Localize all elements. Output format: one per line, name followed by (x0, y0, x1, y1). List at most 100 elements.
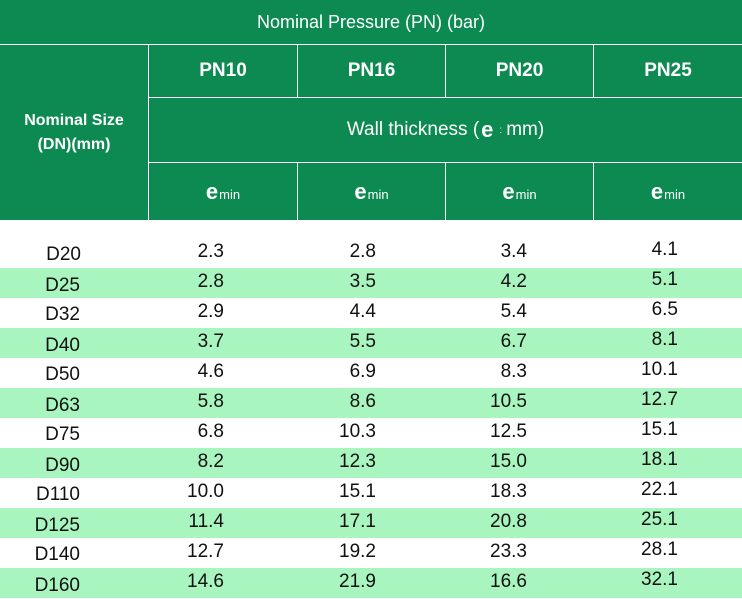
nominal-size-cell: D160 (34, 575, 80, 596)
nominal-size-cell: D32 (45, 304, 80, 325)
wall-thickness-cell: 12.5 (490, 421, 527, 442)
pn-header: PN20 (495, 60, 544, 81)
nominal-size-cell: D90 (45, 455, 80, 476)
emin-header: e min (446, 163, 593, 220)
emin-header: e min (594, 163, 742, 220)
wall-thickness-cell: 8.3 (500, 361, 527, 382)
wall-thickness-cell: 5.8 (197, 391, 224, 412)
table-title: Nominal Pressure (PN) (bar) (0, 0, 742, 44)
nominal-size-cell: D40 (45, 335, 80, 356)
wall-thickness-cell: 22.1 (641, 479, 678, 500)
header-divider (445, 162, 446, 220)
emin-subscript: min (515, 187, 537, 202)
pn-header: PN25 (644, 60, 692, 81)
header-divider (593, 44, 594, 97)
wall-thickness-cell: 15.1 (339, 481, 376, 502)
wall-thickness-cell: 2.8 (349, 241, 376, 262)
wall-thickness-cell: 32.1 (641, 569, 678, 590)
wall-thickness-header: Wall thickness ( e : mm) (149, 98, 742, 162)
wall-thickness-cell: 2.3 (197, 241, 224, 262)
nominal-size-unit: (DN)(mm) (37, 135, 111, 153)
emin-subscript: min (664, 187, 686, 202)
wall-thickness-cell: 10.5 (490, 391, 527, 412)
wall-thickness-cell: 19.2 (339, 541, 376, 562)
wall-thickness-cell: 15.0 (490, 451, 527, 472)
wall-thickness-cell: 23.3 (490, 541, 527, 562)
wall-thickness-cell: 8.1 (651, 329, 678, 350)
table-row (0, 388, 742, 418)
wall-thickness-cell: 6.7 (500, 331, 527, 352)
wall-thickness-cell: 11.4 (188, 511, 224, 532)
nominal-size-cell: D110 (35, 484, 80, 505)
table-row (0, 268, 742, 298)
wall-thickness-cell: 25.1 (641, 509, 678, 530)
emin-symbol: e (354, 178, 367, 204)
table-row (0, 508, 742, 538)
emin-header: e min (298, 163, 445, 220)
wall-thickness-cell: 10.3 (339, 421, 376, 442)
wall-thickness-cell: 5.1 (651, 269, 678, 290)
wall-thickness-separator: : (499, 124, 503, 136)
wall-thickness-cell: 4.1 (651, 239, 678, 260)
wall-thickness-cell: 2.9 (197, 301, 224, 322)
nominal-size-label: Nominal Size (24, 111, 124, 129)
wall-thickness-cell: 3.4 (500, 241, 527, 262)
pn-header: PN16 (347, 60, 396, 81)
header-divider (148, 44, 149, 220)
wall-thickness-cell: 4.6 (197, 361, 224, 382)
emin-subscript: min (367, 187, 389, 202)
pn-header: PN10 (199, 60, 247, 81)
wall-thickness-cell: 6.8 (197, 421, 224, 442)
wall-thickness-cell: 5.5 (349, 331, 376, 352)
wall-thickness-cell: 4.4 (349, 301, 376, 322)
wall-thickness-cell: 12.7 (641, 389, 678, 410)
nominal-size-cell: D140 (34, 544, 80, 565)
emin-symbol: e (650, 178, 664, 204)
wall-thickness-cell: 15.1 (641, 419, 678, 440)
wall-thickness-cell: 8.6 (349, 391, 376, 412)
table-row (0, 448, 742, 478)
wall-thickness-cell: 14.6 (187, 571, 224, 592)
wall-thickness-cell: 6.5 (651, 299, 678, 320)
wall-thickness-label: Wall thickness ( (346, 119, 480, 140)
nominal-size-cell: D50 (45, 364, 80, 385)
header-divider (593, 162, 594, 220)
wall-thickness-cell: 18.3 (490, 481, 527, 502)
wall-thickness-cell: 17.1 (339, 511, 376, 532)
emin-symbol: e (502, 178, 515, 204)
wall-thickness-cell: 6.9 (349, 361, 376, 382)
wall-thickness-cell: 10.1 (641, 359, 678, 380)
wall-thickness-cell: 21.9 (339, 571, 376, 592)
wall-thickness-cell: 4.2 (500, 271, 527, 292)
wall-thickness-cell: 28.1 (641, 539, 678, 560)
table-row (0, 328, 742, 358)
emin-header: e min (149, 163, 297, 220)
emin-symbol: e (205, 178, 219, 204)
wall-thickness-cell: 5.4 (500, 301, 527, 322)
nominal-size-cell: D25 (45, 275, 80, 296)
table-row (0, 568, 742, 598)
wall-thickness-cell: 20.8 (490, 511, 527, 532)
nominal-size-cell: D20 (46, 244, 81, 265)
header-divider (445, 44, 446, 97)
wall-thickness-cell: 12.7 (187, 541, 224, 562)
header-divider (148, 97, 742, 98)
wall-thickness-cell: 3.7 (197, 331, 224, 352)
wall-thickness-cell: 18.1 (641, 449, 678, 470)
nominal-size-cell: D63 (45, 395, 80, 416)
wall-thickness-cell: 3.5 (349, 271, 376, 292)
table-header (0, 44, 742, 220)
nominal-size-header: Nominal Size (DN)(mm) (0, 45, 148, 220)
wall-thickness-symbol: e (481, 117, 494, 142)
wall-thickness-cell: 16.6 (490, 571, 527, 592)
emin-subscript: min (219, 187, 241, 202)
nominal-size-cell: D125 (34, 515, 80, 536)
header-divider (297, 44, 298, 97)
header-divider (0, 44, 742, 45)
wall-thickness-cell: 2.8 (197, 271, 224, 292)
wall-thickness-cell: 8.2 (197, 451, 224, 472)
nominal-size-cell: D75 (45, 424, 80, 445)
wall-thickness-unit: mm) (506, 119, 545, 140)
wall-thickness-cell: 12.3 (339, 451, 376, 472)
wall-thickness-cell: 10.0 (187, 481, 224, 502)
